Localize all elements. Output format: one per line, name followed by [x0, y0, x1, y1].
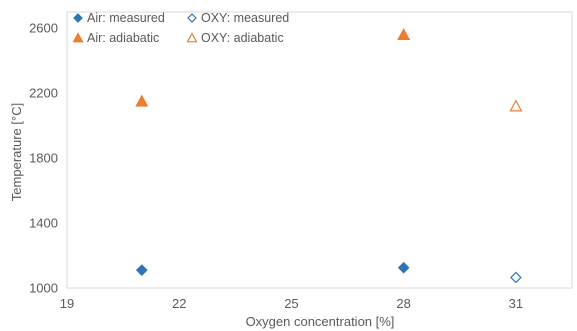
data-point	[509, 99, 523, 112]
legend-marker	[72, 32, 84, 43]
data-point	[135, 94, 149, 107]
x-tick-label: 25	[284, 296, 298, 311]
legend: Air: measured OXY: measured Air: adiabatic…	[72, 11, 289, 45]
y-tick-label: 2600	[29, 21, 58, 36]
x-axis-label: Oxygen concentration [%]	[246, 314, 395, 329]
y-axis-label: Temperature [°C]	[9, 103, 24, 201]
x-tick-label: 22	[172, 296, 186, 311]
y-tick-label: 1800	[29, 151, 58, 166]
legend-label: Air: adiabatic	[87, 31, 159, 45]
x-tick-label: 28	[396, 296, 410, 311]
legend-label: OXY: adiabatic	[201, 31, 284, 45]
data-point	[397, 261, 410, 274]
legend-marker	[186, 32, 198, 43]
x-tick-label: 19	[60, 296, 74, 311]
plot-area-frame	[66, 11, 573, 289]
data-point	[397, 27, 411, 41]
legend-marker	[73, 13, 83, 23]
data-point	[510, 271, 522, 284]
y-axis-ticks: 1000 1400 1800 2200 2600	[29, 21, 58, 296]
data-points	[135, 27, 523, 284]
y-tick-label: 1400	[29, 216, 58, 231]
legend-label: OXY: measured	[201, 11, 289, 25]
data-point	[135, 264, 148, 276]
x-tick-label: 31	[509, 296, 523, 311]
y-tick-label: 1000	[29, 281, 58, 296]
x-axis-ticks: 19 22 25 28 31	[60, 296, 523, 311]
legend-marker	[187, 13, 197, 23]
y-tick-label: 2200	[29, 86, 58, 101]
legend-label: Air: measured	[87, 11, 165, 25]
